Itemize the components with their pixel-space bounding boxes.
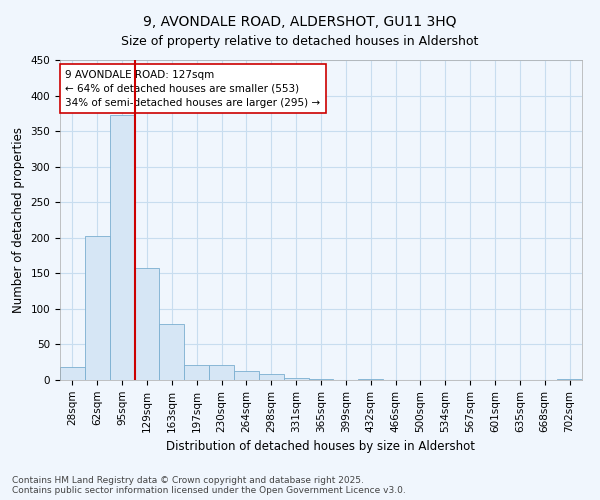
Bar bbox=[85, 236, 110, 380]
Bar bbox=[184, 365, 209, 380]
Text: Contains HM Land Registry data © Crown copyright and database right 2025.
Contai: Contains HM Land Registry data © Crown c… bbox=[12, 476, 406, 495]
Bar bbox=[259, 374, 284, 380]
Bar bbox=[234, 371, 259, 380]
X-axis label: Distribution of detached houses by size in Aldershot: Distribution of detached houses by size … bbox=[167, 440, 476, 453]
Text: Size of property relative to detached houses in Aldershot: Size of property relative to detached ho… bbox=[121, 35, 479, 48]
Bar bbox=[284, 378, 308, 380]
Bar bbox=[60, 367, 85, 380]
Bar bbox=[209, 365, 234, 380]
Bar bbox=[160, 324, 184, 380]
Bar bbox=[557, 378, 582, 380]
Bar bbox=[110, 115, 134, 380]
Bar bbox=[134, 268, 160, 380]
Text: 9 AVONDALE ROAD: 127sqm
← 64% of detached houses are smaller (553)
34% of semi-d: 9 AVONDALE ROAD: 127sqm ← 64% of detache… bbox=[65, 70, 320, 108]
Text: 9, AVONDALE ROAD, ALDERSHOT, GU11 3HQ: 9, AVONDALE ROAD, ALDERSHOT, GU11 3HQ bbox=[143, 15, 457, 29]
Y-axis label: Number of detached properties: Number of detached properties bbox=[12, 127, 25, 313]
